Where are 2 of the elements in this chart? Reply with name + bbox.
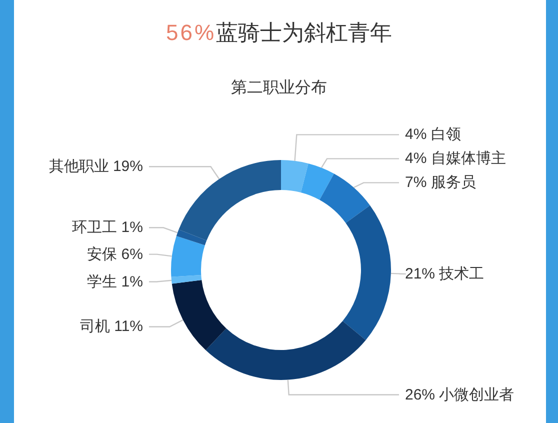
title: 56%蓝骑士为斜杠青年	[166, 20, 392, 44]
subtitle: 第二职业分布	[231, 80, 327, 96]
